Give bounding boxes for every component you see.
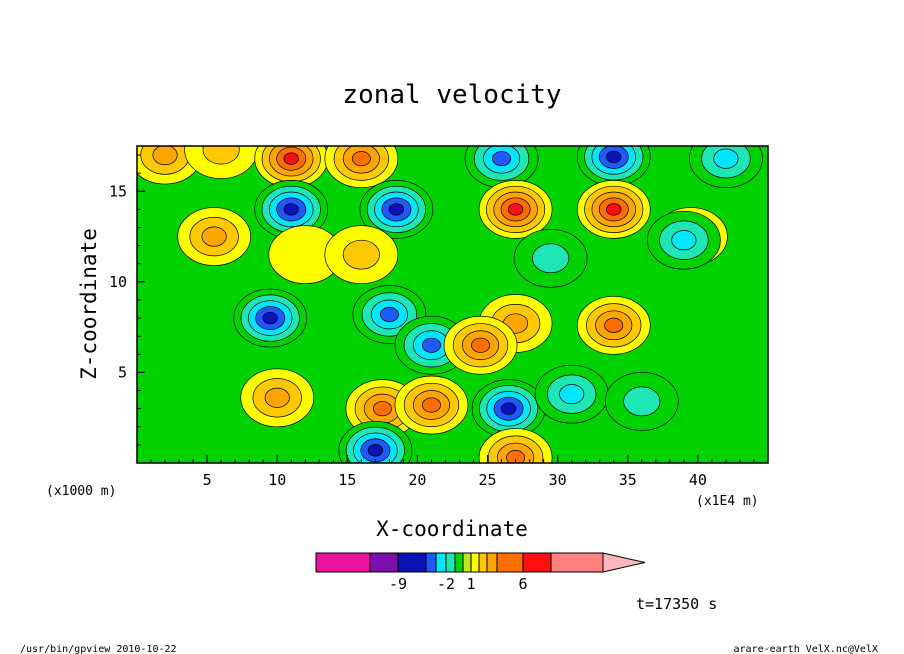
colorbar-swatch [486,552,498,573]
x-unit-right: (x1E4 m) [696,494,759,509]
contour-band [342,239,380,270]
x-tick-label: 20 [408,471,426,489]
field-feature [513,228,588,288]
field-feature [689,146,763,189]
contour-band [283,152,299,165]
contour-band [532,243,570,274]
field-feature [394,375,469,435]
field-feature [359,180,434,239]
colorbar-swatch [435,552,447,573]
field-feature [478,428,553,463]
contour-band [152,146,178,166]
colorbar-swatch [315,552,371,573]
colorbar-arrow [602,552,646,573]
field-feature [324,146,399,189]
contour-band [604,317,624,333]
contour-band [507,203,524,216]
time-label: t=17350 s [636,595,717,613]
contour-band [500,402,517,415]
colorbar-swatch [397,552,427,573]
contour-band [506,450,526,463]
y-tick-label: 5 [118,363,127,381]
y-tick-label: 10 [109,273,127,291]
x-tick-label: 30 [549,471,567,489]
velocity-field [137,146,763,463]
colorbar-swatch [522,552,552,573]
contour-band [606,203,622,216]
colorbar-swatch [425,552,437,573]
x-tick-label: 10 [268,471,286,489]
x-unit-left: (x1000 m) [46,484,116,499]
plot-area [137,146,768,463]
contour-band [262,311,278,325]
footer-right: arare-earth_VelX.nc@VelX [734,644,879,654]
colorbar-label: 1 [466,575,475,593]
x-tick-label: 35 [619,471,637,489]
field-feature [604,372,679,431]
colorbar-swatch [454,552,464,573]
x-axis-title: X-coordinate [376,517,528,541]
contour-band [388,203,405,216]
colorbar-label: 6 [518,575,527,593]
colorbar-swatch [470,552,480,573]
contour-band [372,401,392,417]
contour-band [471,337,490,353]
x-tick-label: 40 [689,471,707,489]
x-tick-label: 5 [203,471,212,489]
colorbar-label: -9 [389,575,407,593]
field-feature [647,210,721,270]
x-tick-label: 25 [479,471,497,489]
field-feature [443,315,518,375]
field-feature [254,180,329,239]
field-feature [324,225,399,285]
contour-band [202,146,240,165]
contour-band [713,148,739,169]
x-axis: 5 10 15 20 25 30 35 40 [150,455,755,489]
field-feature [233,288,308,348]
colorbar-swatch [462,552,472,573]
contour-band [367,444,384,457]
field-feature [576,146,651,187]
contour-band [422,337,441,353]
field-feature [534,364,609,424]
field-feature [576,180,651,239]
contour-band [283,203,299,216]
colorbar-swatch [478,552,488,573]
colorbar-swatch [496,552,524,573]
field-feature [177,207,251,266]
contour-band [606,150,622,164]
contour-band [351,151,371,167]
footer-left: /usr/bin/gpview 2010-10-22 [20,644,177,654]
contour-band [492,151,512,167]
colorbar-label: -2 [437,575,455,593]
y-axis: 5 10 15 [109,154,145,446]
contour-band [379,306,399,323]
contour-band [671,230,697,251]
x-tick-label: 15 [338,471,356,489]
contour-band [264,387,290,408]
field-feature [254,146,329,189]
contour-band [623,386,661,417]
y-axis-title: Z-coordinate [77,228,101,380]
chart-title: zonal velocity [342,80,561,110]
field-feature [240,368,315,428]
colorbar-swatch [369,552,399,573]
colorbar-swatch [445,552,456,573]
colorbar-swatch [550,552,604,573]
field-feature [576,295,651,355]
colorbar: -9 -2 1 6 [315,552,646,593]
field-feature [338,420,413,463]
plot-frame [136,145,769,464]
y-tick-label: 15 [109,182,127,200]
contour-band [201,226,227,247]
contour-band [559,384,585,405]
field-feature [464,146,539,189]
field-feature [184,146,258,179]
field-feature [478,180,553,239]
contour-band [422,397,441,413]
